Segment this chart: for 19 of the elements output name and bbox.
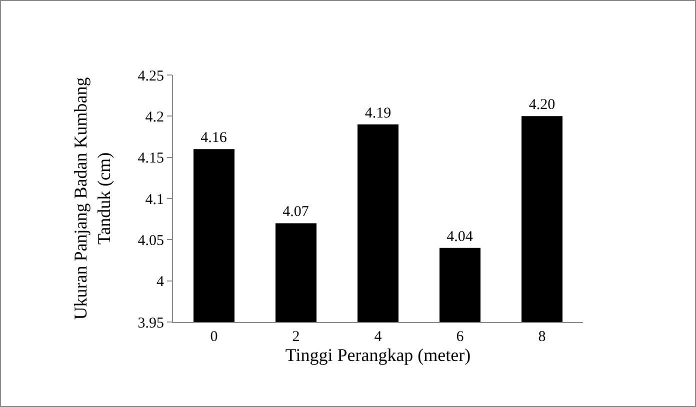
data-label: 4.19 xyxy=(364,105,392,122)
x-tick-label: 0 xyxy=(210,329,218,345)
x-tick-label: 6 xyxy=(456,329,464,345)
y-tick-label: 3.95 xyxy=(138,315,164,332)
data-label: 4.04 xyxy=(446,228,474,245)
y-tick-label: 4.1 xyxy=(145,192,164,208)
x-tick-label: 4 xyxy=(374,329,382,345)
y-tick-label: 4.15 xyxy=(138,150,164,167)
data-label: 4.20 xyxy=(528,97,556,114)
y-tick-label: 4.2 xyxy=(145,109,164,126)
y-axis-title: Ukuran Panjang Badan Kumbang Tanduk (cm) xyxy=(70,77,114,320)
y-tick-label: 4.05 xyxy=(138,232,164,249)
y-tick-label: 4 xyxy=(156,274,164,290)
x-tick-label: 2 xyxy=(292,329,300,345)
data-label: 4.16 xyxy=(200,130,228,146)
data-label: 4.07 xyxy=(282,204,310,220)
x-tick-label: 8 xyxy=(538,329,546,345)
y-tick-label: 4.25 xyxy=(138,68,164,84)
x-axis-title: Tinggi Perangkap (meter) xyxy=(285,345,471,366)
